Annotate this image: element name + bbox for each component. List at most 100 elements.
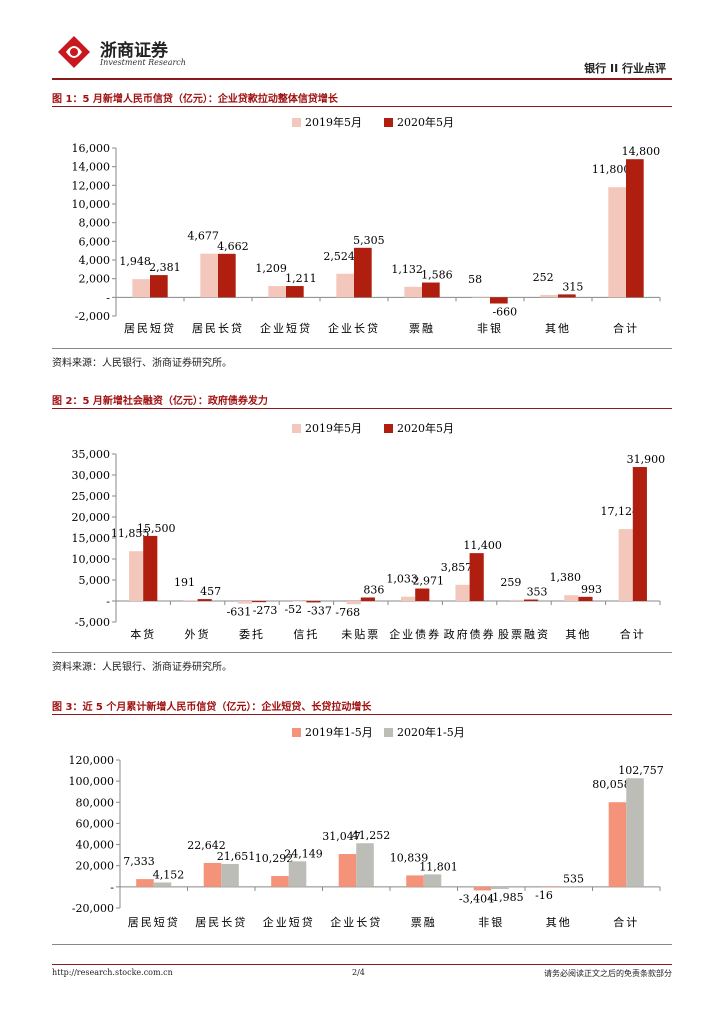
y-tick-label: 20,000: [72, 511, 111, 524]
category-label-2: 企业短贷: [263, 915, 315, 929]
category-label-3: 企业长贷: [328, 321, 380, 335]
category-label-2: 企业短贷: [260, 321, 312, 335]
data-label-0-4: -768: [335, 606, 360, 619]
legend-swatch-1: [384, 424, 393, 433]
data-label-0-2: 1,209: [255, 262, 287, 275]
bar-1-3: [354, 247, 372, 298]
figure-3-chart: 2019年1-5月 2020年1-5月-20,000-20,00040,00060…: [69, 725, 664, 929]
y-tick-label: -: [110, 881, 114, 894]
category-label-6: 政府债券: [444, 627, 496, 641]
data-label-0-3: 31,047: [322, 830, 361, 843]
y-tick-label: -20,000: [72, 902, 114, 915]
footer-url-link[interactable]: http://research.stocke.com.cn: [52, 968, 173, 977]
brand-name: 浙商证券: [100, 41, 168, 61]
y-tick-label: 35,000: [72, 448, 111, 461]
bar-0-6: [455, 584, 470, 601]
figure-1-source: 资料来源：人民银行、浙商证券研究所。: [52, 358, 232, 369]
y-tick-label: 4,000: [79, 254, 111, 267]
data-label-1-0: 2,381: [149, 261, 181, 274]
category-label-2: 委托: [239, 627, 265, 641]
y-tick-label: 20,000: [76, 860, 115, 873]
figure-2-source: 资料来源：人民银行、浙商证券研究所。: [52, 662, 232, 673]
bar-1-2: [286, 286, 304, 298]
data-label-0-0: 7,333: [123, 855, 155, 868]
category-label-4: 票融: [411, 916, 437, 929]
bar-0-8: [564, 595, 579, 601]
y-tick-label: 40,000: [76, 839, 115, 852]
category-label-7: 股票融资: [498, 628, 550, 641]
data-label-0-1: 4,677: [187, 230, 219, 243]
bar-1-7: [626, 159, 644, 298]
data-label-1-6: 11,400: [463, 539, 502, 552]
bar-0-3: [292, 601, 307, 602]
data-label-1-7: 353: [527, 586, 548, 599]
y-tick-label: 8,000: [79, 217, 111, 230]
bar-1-4: [422, 282, 440, 298]
chart-legend: 2019年1-5月 2020年1-5月: [292, 725, 465, 739]
data-label-1-6: 315: [562, 280, 583, 293]
y-tick-label: 80,000: [76, 796, 115, 809]
y-tick-label: 14,000: [72, 161, 111, 174]
legend-label-1: 2020年1-5月: [397, 725, 465, 739]
data-label-1-2: -273: [253, 604, 278, 617]
bar-0-7: [608, 802, 627, 887]
bar-0-7: [608, 187, 626, 298]
data-label-1-2: 1,211: [285, 272, 317, 285]
bar-1-3: [306, 601, 321, 603]
y-tick-label: -: [106, 291, 110, 304]
y-tick-label: -5,000: [75, 616, 110, 629]
bar-1-5: [415, 588, 430, 601]
legend-label-0: 2019年5月: [305, 115, 362, 129]
category-label-0: 本货: [130, 627, 156, 641]
bar-0-5: [472, 296, 490, 298]
data-label-1-6: 535: [563, 872, 584, 885]
data-label-1-5: -660: [492, 305, 517, 318]
bar-1-0: [143, 535, 158, 601]
data-label-0-8: 1,380: [550, 571, 582, 584]
figure-2-chart: 2019年5月 2020年5月-5,000-5,00010,00015,00020…: [72, 421, 666, 641]
bar-1-6: [558, 886, 577, 887]
bar-1-0: [150, 275, 168, 298]
y-tick-label: 12,000: [72, 179, 111, 192]
figure-3-title: 图 3：近 5 个月累计新增人民币信贷（亿元）：企业短贷、长贷拉动增长: [52, 702, 372, 713]
data-label-1-3: -337: [307, 604, 332, 617]
chart-legend: 2019年5月 2020年5月: [292, 115, 454, 129]
y-tick-label: 60,000: [76, 817, 115, 830]
data-label-0-4: 10,839: [390, 851, 429, 864]
data-label-1-7: 102,757: [618, 764, 664, 777]
category-label-3: 企业长贷: [330, 915, 382, 929]
data-label-1-2: 24,149: [284, 847, 323, 860]
bar-0-0: [132, 279, 150, 298]
data-label-1-3: 5,305: [353, 234, 385, 247]
bar-1-0: [153, 882, 172, 887]
data-label-0-7: 80,058: [592, 778, 631, 791]
header-divider: [52, 78, 672, 80]
data-label-1-5: 2,971: [413, 575, 445, 588]
bar-0-0: [136, 879, 154, 887]
y-tick-label: 15,000: [72, 532, 111, 545]
bar-1-6: [469, 553, 484, 601]
bar-0-0: [129, 551, 144, 601]
bar-1-3: [356, 843, 374, 887]
legend-swatch-0: [292, 118, 301, 127]
disclaimer-note: 请务必阅读正文之后的免责条款部分: [544, 969, 672, 978]
y-tick-label: 100,000: [69, 775, 115, 788]
category-label-1: 外货: [185, 627, 211, 641]
category-label-4: 票融: [409, 322, 435, 335]
figure-1-title: 图 1：5 月新增人民币信贷（亿元）：企业贷款拉动整体信贷增长: [52, 94, 338, 105]
category-label-6: 其他: [546, 916, 572, 929]
data-label-1-5: -1,985: [488, 891, 523, 904]
data-label-0-2: 10,292: [255, 852, 294, 865]
figure-1-bottom-rule: [52, 348, 672, 349]
category-label-5: 企业债券: [389, 627, 441, 641]
legend-swatch-1: [384, 728, 393, 737]
bar-0-9: [618, 529, 633, 601]
bar-0-2: [237, 601, 252, 604]
category-label-1: 居民长贷: [192, 321, 244, 335]
figure-3-top-rule: [52, 714, 672, 715]
bar-1-1: [197, 599, 212, 601]
y-tick-label: -2,000: [75, 310, 110, 323]
data-label-0-6: 3,857: [441, 561, 473, 574]
bar-1-7: [524, 599, 539, 601]
bar-1-1: [218, 253, 236, 298]
